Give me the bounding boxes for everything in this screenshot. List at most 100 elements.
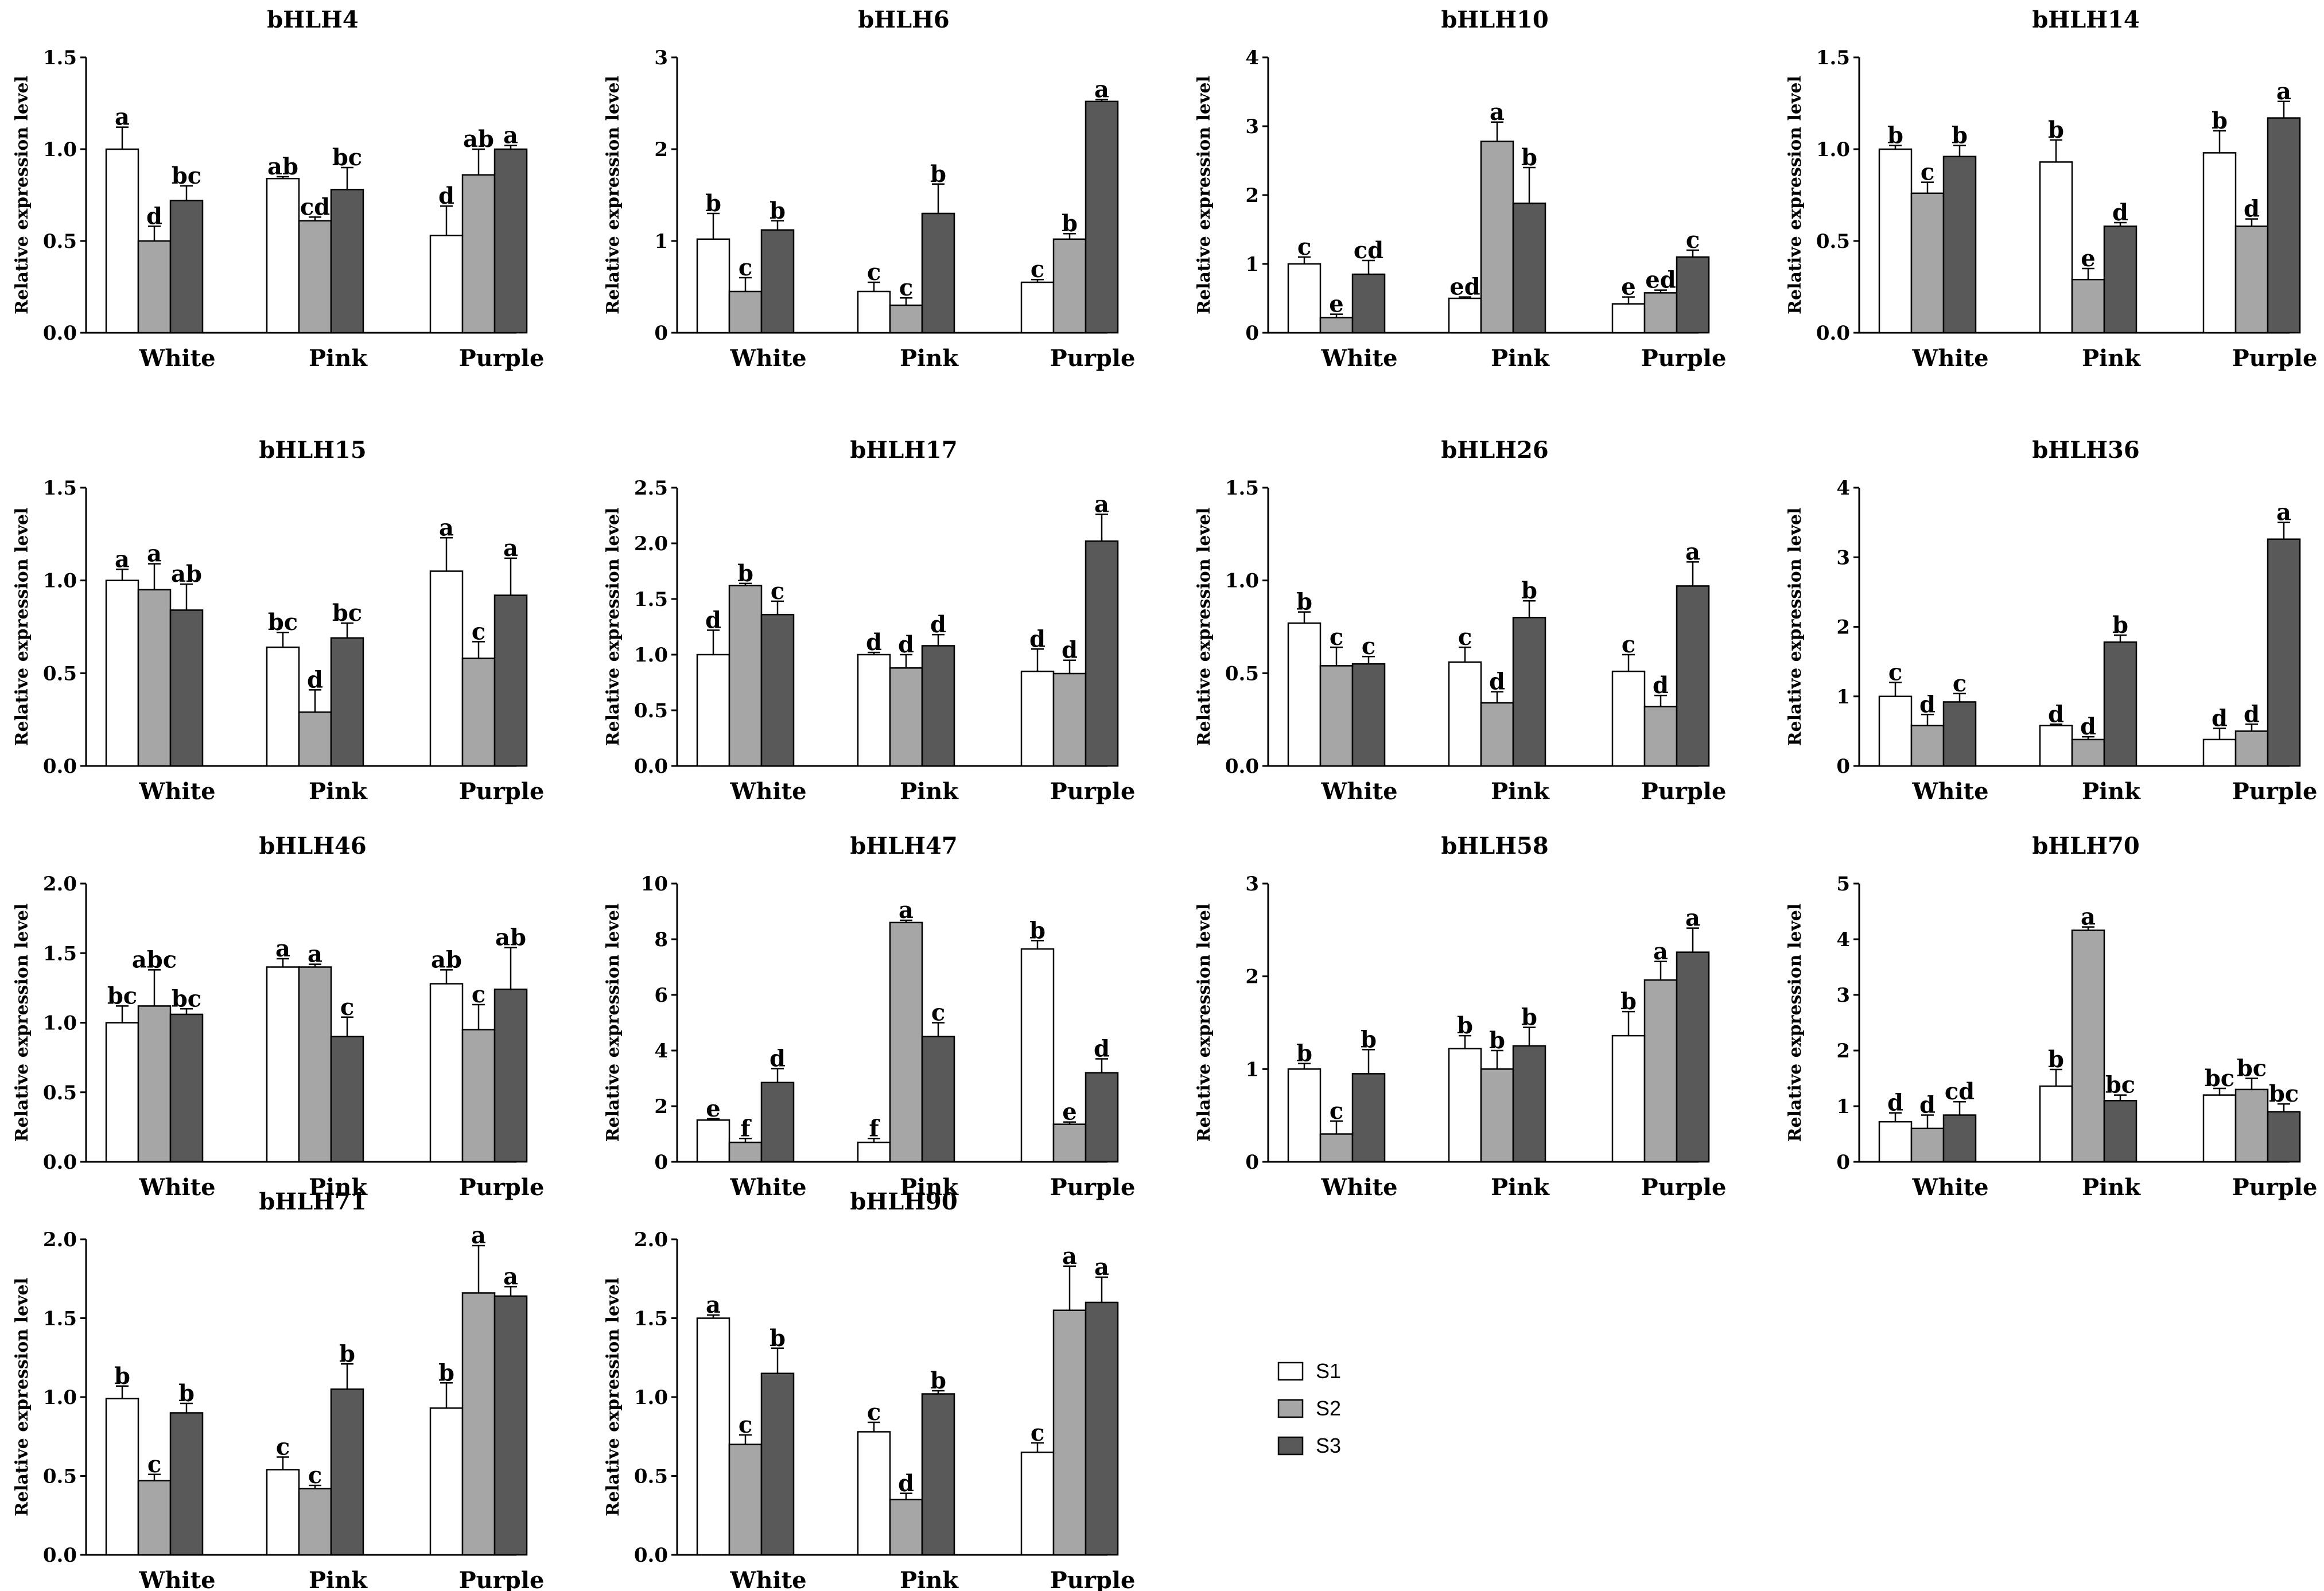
y-tick-label: 3 — [1245, 873, 1259, 896]
y-tick-label: 2 — [1836, 1040, 1850, 1063]
panel-title: bHLH15 — [259, 437, 366, 464]
bar-purple-s2 — [1052, 238, 1087, 334]
category-label: White — [138, 1567, 215, 1591]
significance-letter: c — [1330, 624, 1343, 651]
bar-pink-s2 — [2071, 929, 2105, 1163]
significance-letter: a — [1094, 491, 1109, 518]
bar-white-s3 — [1351, 1073, 1386, 1163]
y-tick-label: 4 — [1836, 928, 1850, 951]
significance-letter: abc — [132, 946, 177, 973]
bar-white-s2 — [137, 1005, 172, 1163]
y-tick-label: 1.5 — [1816, 46, 1850, 69]
legend-swatch-s3 — [1277, 1436, 1304, 1456]
panel-bhlh15: bHLH15 Relative expression level 0.0 0.5 1.0… — [12, 437, 544, 805]
bar-white-s3 — [1942, 1114, 1977, 1163]
bar-pink-s1 — [2039, 725, 2073, 767]
y-axis-label: Relative expression level — [1194, 904, 1214, 1142]
significance-letter: a — [275, 935, 290, 962]
significance-letter: c — [1888, 659, 1902, 686]
bar-purple-s3 — [493, 148, 528, 334]
significance-letter: d — [2244, 701, 2260, 728]
significance-letter: c — [147, 1451, 161, 1478]
significance-letter: b — [1521, 144, 1537, 171]
significance-letter: c — [1458, 624, 1472, 651]
y-tick-label: 0.0 — [634, 1544, 668, 1567]
bar-white-s3 — [1942, 701, 1977, 767]
bar-pink-s2 — [298, 1488, 332, 1556]
significance-letter: ed — [1645, 267, 1676, 294]
panel-bhlh4: bHLH4 Relative expression level 0.0 0.5 1.0 1… — [12, 6, 544, 372]
y-tick-label: 3 — [1245, 115, 1259, 138]
significance-letter: cd — [300, 193, 330, 220]
category-label: Pink — [2082, 1174, 2141, 1201]
significance-letter: bc — [2237, 1055, 2267, 1082]
bar-purple-s1 — [429, 1407, 464, 1556]
y-tick-label: 0.5 — [1225, 662, 1259, 685]
y-tick-label: 0.5 — [43, 1082, 77, 1104]
y-axis-label: Relative expression level — [1194, 508, 1214, 746]
significance-letter: c — [1362, 633, 1375, 660]
significance-letter: c — [899, 274, 913, 301]
bar-purple-s1 — [1020, 1452, 1055, 1556]
significance-letter: ab — [495, 924, 526, 951]
significance-letter: b — [2048, 1046, 2064, 1073]
category-label: Pink — [2082, 778, 2141, 805]
bar-pink-s2 — [1480, 702, 1514, 767]
bar-white-s3 — [760, 229, 795, 334]
y-tick-label: 0.0 — [43, 1151, 77, 1174]
panel-title: bHLH6 — [858, 6, 950, 33]
bar-white-s1 — [105, 579, 139, 767]
y-tick-label: 1.0 — [1225, 570, 1259, 593]
y-tick-label: 1.0 — [43, 138, 77, 161]
bar-purple-s3 — [493, 989, 528, 1163]
bar-white-s1 — [1878, 695, 1913, 767]
category-label: White — [1911, 345, 1988, 372]
y-tick-label: 0 — [1836, 755, 1850, 778]
bar-purple-s2 — [2234, 1088, 2269, 1163]
significance-letter: a — [308, 941, 322, 968]
legend-swatch-s2 — [1277, 1399, 1304, 1418]
bar-pink-s1 — [266, 177, 300, 334]
y-tick-label: 0.0 — [43, 755, 77, 778]
significance-letter: ab — [171, 561, 202, 588]
significance-letter: c — [739, 1411, 752, 1438]
significance-letter: d — [1489, 668, 1505, 695]
category-label: Purple — [1050, 778, 1136, 805]
significance-letter: a — [503, 535, 518, 562]
y-tick-label: 5 — [1836, 873, 1850, 896]
bar-pink-s2 — [889, 921, 923, 1163]
bar-purple-s3 — [2267, 538, 2301, 767]
bar-purple-s1 — [429, 235, 464, 334]
bar-purple-s2 — [2234, 225, 2269, 334]
y-tick-label: 4 — [1836, 477, 1850, 500]
bar-purple-s2 — [1052, 672, 1087, 767]
significance-letter: b — [1361, 1026, 1377, 1053]
significance-letter: d — [307, 666, 323, 693]
significance-letter: b — [930, 161, 946, 188]
significance-letter: e — [1621, 274, 1635, 301]
category-label: White — [1911, 778, 1988, 805]
significance-letter: c — [308, 1462, 322, 1489]
category-label: Purple — [1641, 345, 1727, 372]
significance-letter: d — [438, 182, 454, 209]
panel-title: bHLH17 — [850, 437, 957, 464]
bar-white-s3 — [760, 613, 795, 767]
bar-white-s2 — [1319, 317, 1354, 334]
y-tick-label: 1 — [1836, 686, 1850, 709]
bar-purple-s1 — [2202, 1094, 2237, 1163]
y-tick-label: 0.5 — [634, 699, 668, 722]
y-tick-label: 1.5 — [43, 942, 77, 965]
significance-letter: b — [1952, 122, 1968, 149]
significance-letter: c — [1297, 234, 1311, 260]
significance-letter: b — [1887, 122, 1903, 149]
bar-purple-s3 — [493, 1295, 528, 1556]
y-tick-label: 1.5 — [634, 1308, 668, 1331]
significance-letter: d — [2080, 713, 2096, 740]
significance-letter: b — [1489, 1027, 1505, 1054]
bar-pink-s1 — [2039, 1085, 2073, 1163]
significance-letter: c — [867, 1399, 881, 1426]
significance-letter: bc — [332, 600, 362, 627]
bar-purple-s3 — [1676, 585, 1710, 767]
bar-white-s1 — [105, 148, 139, 334]
